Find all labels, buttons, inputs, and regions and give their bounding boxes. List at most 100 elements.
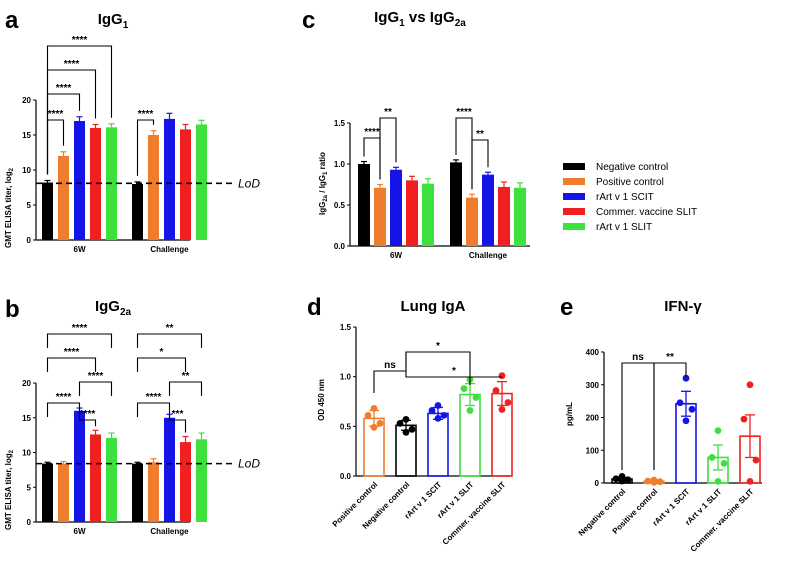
bar	[498, 186, 510, 246]
data-point	[746, 477, 754, 485]
legend-label: rArt v 1 SLIT	[596, 222, 652, 233]
significance-bracket	[136, 119, 155, 176]
data-point	[402, 428, 410, 436]
bar	[459, 393, 481, 477]
data-point	[408, 425, 416, 433]
y-tick-label: 0.5	[334, 201, 346, 210]
bar	[58, 463, 69, 522]
x-tick-label: Commer. vaccine SLIT	[689, 487, 756, 554]
panel-title-e: IFN-γ	[664, 298, 702, 315]
legend-entry: Positive control	[563, 177, 664, 188]
lod-label: LoD	[238, 457, 260, 471]
significance-label: ****	[80, 409, 96, 420]
data-point	[504, 399, 512, 406]
data-point	[440, 412, 448, 419]
y-tick-label: 10	[22, 449, 31, 458]
y-axis-label-c: IgG2a / IgG1 ratio	[318, 152, 329, 215]
significance-label: *	[436, 341, 440, 352]
x-tick-label: Commer. vaccine SLIT	[441, 480, 508, 547]
significance-bracket	[455, 117, 473, 190]
x-tick-label: 6W	[74, 527, 86, 536]
data-point	[688, 405, 696, 413]
y-axis-label-b: GMT ELISA titer, log2	[4, 449, 15, 530]
bar	[422, 183, 434, 246]
legend-entry: Negative control	[563, 162, 668, 173]
x-tick-label: Challenge	[469, 251, 508, 260]
significance-label: ****	[364, 127, 380, 138]
significance-bracket	[653, 362, 687, 470]
y-tick-label: 15	[22, 414, 31, 423]
bar	[90, 128, 101, 240]
legend-label: Commer. vaccine SLIT	[596, 207, 697, 218]
significance-bracket	[78, 404, 97, 427]
y-tick-label: 400	[586, 348, 600, 357]
data-point	[644, 477, 652, 485]
panel-label-c: c	[302, 7, 315, 34]
data-point	[676, 399, 684, 407]
data-point	[682, 417, 690, 425]
significance-label: **	[384, 107, 392, 118]
significance-bracket	[46, 45, 113, 175]
significance-label: *	[160, 347, 164, 358]
y-tick-label: 10	[22, 166, 31, 175]
panel-title-b: IgG2a	[95, 298, 132, 318]
y-axis-label-e: pg/mL	[565, 402, 574, 426]
data-point	[370, 423, 378, 431]
data-point	[624, 476, 632, 484]
bar	[58, 156, 69, 240]
legend-swatch	[563, 193, 585, 200]
y-tick-label: 0	[27, 518, 32, 527]
significance-label: *	[452, 366, 456, 377]
data-point	[498, 372, 506, 380]
data-point	[720, 459, 728, 467]
data-point	[428, 407, 436, 414]
legend-swatch	[563, 223, 585, 230]
data-point	[434, 414, 442, 422]
legend-label: rArt v 1 SCIT	[596, 192, 654, 203]
bar	[196, 439, 207, 522]
significance-label: ****	[146, 392, 162, 403]
bar	[74, 121, 85, 240]
legend-entry: rArt v 1 SCIT	[563, 192, 654, 203]
plot-area-a: 0 5 10 15 20 6W Challenge LoD **** **** **** **** **…	[22, 35, 260, 254]
bar	[390, 169, 402, 246]
bar	[358, 164, 370, 246]
y-tick-label: 1.0	[334, 160, 346, 169]
bar	[132, 463, 143, 522]
significance-bracket	[373, 370, 406, 393]
data-point	[618, 477, 626, 485]
panel-a: a IgG1 GMT ELISA titer, log2 0 5 10 15 20 6W C…	[4, 7, 260, 254]
significance-bracket	[621, 362, 655, 470]
significance-bracket	[168, 410, 187, 433]
data-point	[650, 478, 658, 486]
panel-title-a: IgG1	[98, 11, 129, 31]
significance-label: **	[666, 352, 674, 363]
data-point	[466, 407, 474, 414]
legend-entry: Commer. vaccine SLIT	[563, 207, 697, 218]
significance-bracket	[46, 69, 97, 175]
plot-area-c: 0.00.51.01.56W Challenge************	[334, 107, 530, 260]
y-tick-label: 1.5	[340, 323, 352, 332]
data-point	[460, 385, 468, 392]
significance-label: ns	[632, 352, 644, 363]
significance-label: ****	[456, 107, 472, 118]
significance-label: **	[166, 323, 174, 334]
bar	[148, 462, 159, 522]
data-point	[396, 419, 404, 427]
y-tick-label: 0	[595, 479, 600, 488]
data-point	[434, 402, 442, 409]
bar	[180, 442, 191, 522]
data-point	[492, 387, 500, 394]
data-point	[714, 477, 722, 485]
data-point	[612, 475, 620, 483]
panel-label-e: e	[560, 294, 573, 321]
significance-bracket	[136, 402, 171, 417]
significance-label: ****	[138, 109, 154, 120]
data-point	[402, 415, 410, 423]
significance-label: ****	[56, 392, 72, 403]
significance-bracket	[168, 381, 203, 396]
significance-bracket	[405, 351, 471, 385]
y-tick-label: 0.5	[340, 422, 352, 431]
